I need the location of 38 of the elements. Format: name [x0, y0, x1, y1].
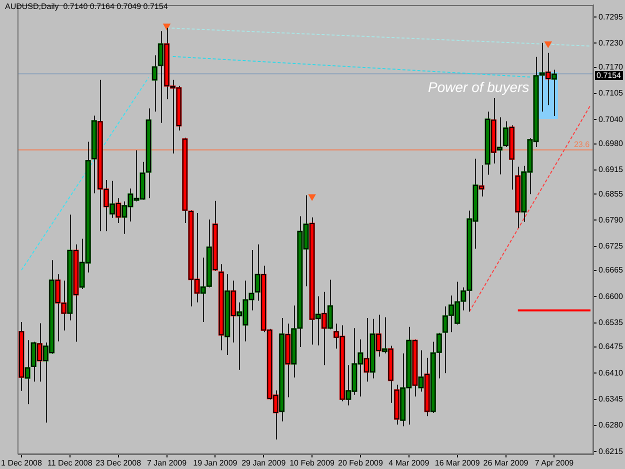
y-tick-label: 0.6410 — [598, 368, 624, 378]
x-tick-label: 16 Mar 2009 — [434, 458, 480, 468]
y-tick-label: 0.6725 — [598, 242, 624, 251]
y-tick-label: 0.7170 — [598, 62, 624, 72]
y-tick-label: 0.6665 — [598, 266, 624, 275]
candlestick — [152, 54, 158, 112]
x-tick-label: 10 Feb 2009 — [290, 458, 336, 468]
annotation: 23.6 — [574, 140, 590, 149]
y-tick-label: 0.6980 — [598, 139, 624, 148]
y-tick-label: 0.6345 — [598, 394, 624, 404]
chart-title: AUDUSD,Daily 0.7140 0.7164 0.7049 0.7154 — [5, 2, 168, 12]
x-tick-label: 4 Mar 2009 — [388, 458, 430, 468]
y-tick-label: 0.6475 — [598, 342, 624, 352]
y-tick-label: 0.6280 — [598, 420, 624, 430]
y-tick-label: 0.6855 — [598, 189, 624, 198]
x-tick-label: 7 Jan 2009 — [146, 458, 188, 468]
point — [308, 194, 316, 201]
point — [163, 24, 170, 30]
annotation: Power of buyers — [428, 79, 530, 95]
x-tick-label: 1 Dec 2008 — [1, 458, 42, 468]
x-tick-label: 29 Jan 2009 — [242, 458, 286, 468]
y-tick-label: 0.6915 — [598, 165, 624, 174]
y-tick-label: 0.6600 — [598, 292, 624, 301]
x-tick-label: 20 Feb 2009 — [338, 458, 384, 468]
x-tick-label: 19 Jan 2009 — [193, 458, 238, 468]
y-tick-label: 0.7040 — [598, 114, 624, 124]
x-tick-label: 11 Dec 2008 — [48, 458, 93, 468]
y-tick-label: 0.6535 — [598, 318, 624, 328]
x-tick-label: 26 Mar 2009 — [483, 458, 529, 468]
y-tick-label: 0.7230 — [598, 38, 624, 48]
y-tick-label: 0.7295 — [598, 12, 624, 22]
y-tick-label: 0.6215 — [598, 446, 624, 456]
ref-line-label: 0.7154 — [594, 71, 623, 80]
point — [544, 41, 552, 48]
y-tick-label: 0.6790 — [598, 215, 624, 224]
x-tick-label: 23 Dec 2008 — [96, 458, 142, 468]
y-tick-label: 0.7105 — [598, 88, 624, 98]
x-tick-label: 7 Apr 2009 — [534, 458, 574, 468]
